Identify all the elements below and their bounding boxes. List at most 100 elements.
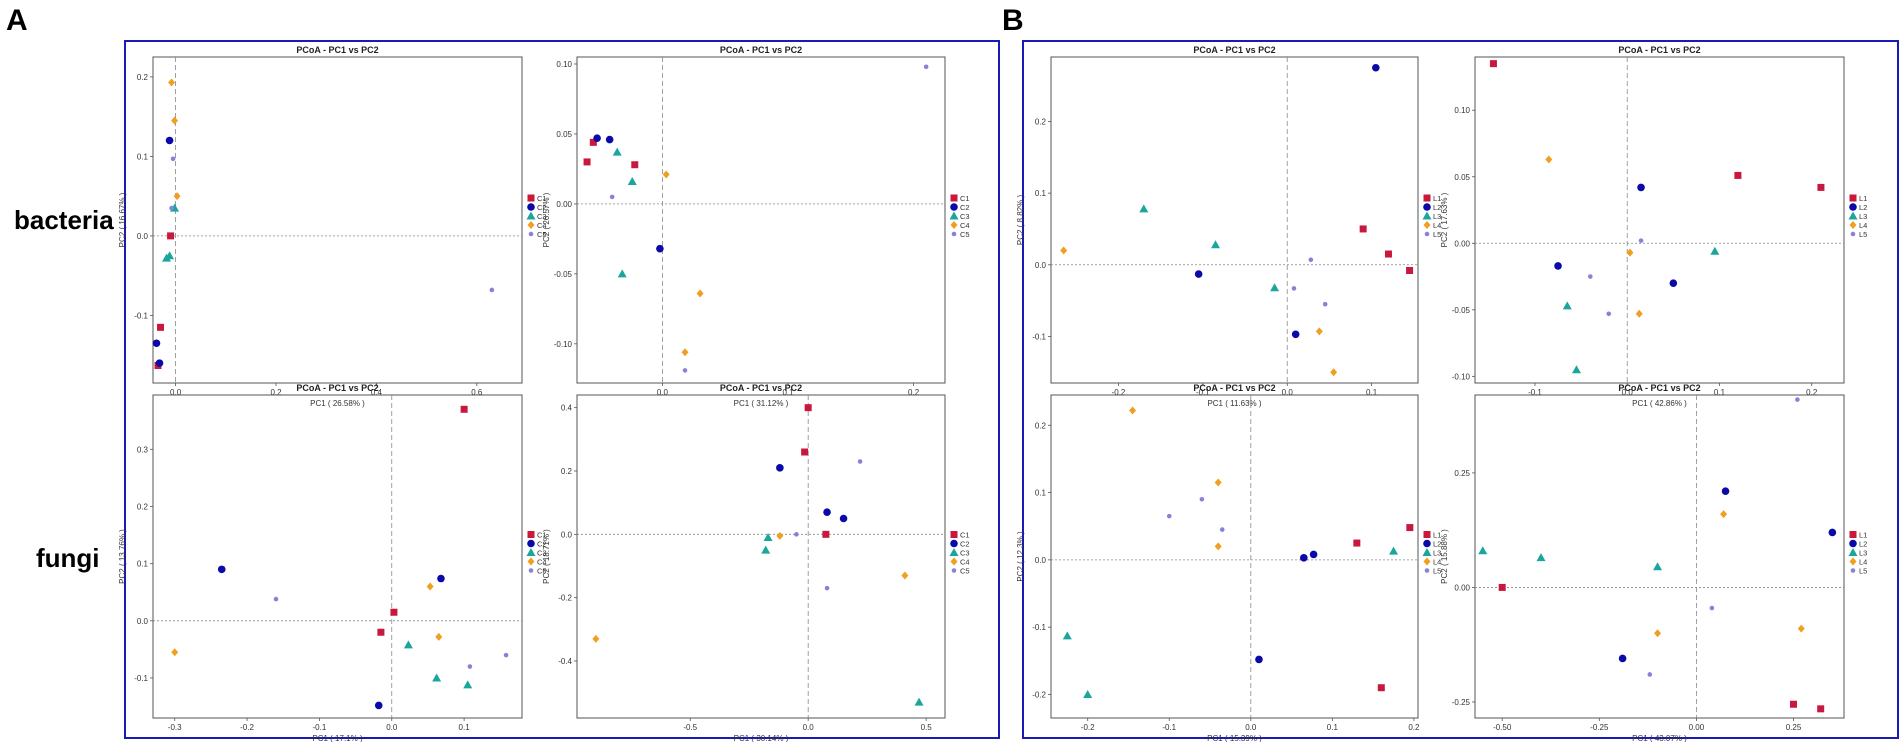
data-point-l1 — [1817, 183, 1825, 191]
data-point-l5 — [1606, 311, 1612, 317]
x-axis-label: PC1 ( 26.58% ) — [310, 399, 365, 408]
legend-marker — [528, 231, 534, 237]
data-point-c3 — [165, 251, 175, 260]
data-point-c2 — [165, 136, 174, 145]
x-tick-label: 0.25 — [1786, 723, 1802, 732]
data-point-l3 — [1478, 546, 1488, 555]
x-tick-label: -0.2 — [1081, 723, 1095, 732]
data-point-c3 — [763, 533, 773, 541]
pcoa-chart-2: PCoA - PC1 vs PC2 0.0 0.1 0.2 -0.10 -0.05 0.00… — [542, 45, 970, 408]
legend-label: L1 — [1433, 194, 1441, 203]
x-tick-label: 0.0 — [1245, 723, 1257, 732]
x-tick-label: 0.2 — [270, 388, 282, 397]
data-point-c1 — [801, 448, 809, 456]
legend-marker — [1423, 557, 1431, 566]
data-point-c4 — [173, 192, 181, 201]
y-tick-label: 0.00 — [556, 200, 572, 209]
y-tick-label: 0.2 — [1035, 117, 1047, 126]
legend-marker — [526, 548, 536, 556]
data-point-c3 — [914, 697, 924, 706]
data-point-l2 — [1721, 487, 1730, 496]
legend-label: C2 — [960, 203, 970, 212]
y-tick-label: 0.1 — [1035, 189, 1047, 198]
data-point-c5 — [857, 459, 863, 464]
data-point-c3 — [432, 673, 442, 682]
x-tick-label: 0.0 — [170, 388, 182, 397]
plot-frame — [152, 56, 523, 384]
data-point-c2 — [776, 464, 784, 472]
y-tick-label: 0.0 — [1035, 261, 1047, 270]
data-point-l3 — [1653, 562, 1663, 571]
data-point-c4 — [426, 582, 434, 591]
data-point-l3 — [1083, 689, 1093, 698]
legend-marker — [950, 194, 958, 202]
data-point-c3 — [761, 545, 771, 554]
data-point-l4 — [1214, 478, 1222, 487]
panel-label-b: B — [1002, 4, 1024, 37]
data-point-c4 — [168, 78, 176, 87]
legend-label: C3 — [960, 549, 970, 558]
legend-label: C3 — [960, 212, 970, 221]
data-point-l4 — [1654, 629, 1662, 638]
data-point-c1 — [804, 404, 812, 412]
x-tick-label: -0.1 — [1528, 388, 1542, 397]
row-label-fungi: fungi — [36, 543, 100, 573]
data-point-c4 — [435, 632, 443, 641]
legend-label: L1 — [1859, 194, 1867, 203]
data-point-c3 — [612, 147, 622, 156]
data-point-l2 — [1637, 183, 1645, 192]
data-point-c1 — [460, 405, 468, 413]
data-point-c5 — [170, 156, 176, 162]
legend-label: C3 — [537, 212, 547, 221]
legend-marker — [1848, 548, 1858, 556]
legend-label: C5 — [960, 567, 970, 576]
data-point-l2 — [1554, 262, 1562, 270]
x-tick-label: -0.50 — [1493, 723, 1512, 732]
data-point-l3 — [1562, 301, 1572, 310]
legend-marker — [1848, 211, 1858, 220]
y-tick-label: -0.1 — [134, 311, 148, 320]
chart-title: PCoA - PC1 vs PC2 — [720, 383, 802, 393]
data-point-l3 — [1389, 546, 1399, 555]
data-point-l2 — [1300, 554, 1308, 562]
legend-label: L4 — [1859, 221, 1867, 230]
legend-marker — [526, 211, 536, 220]
legend-marker — [950, 557, 958, 566]
y-tick-label: 0.0 — [1035, 556, 1047, 565]
legend-marker — [949, 211, 959, 220]
data-point-l5 — [1795, 397, 1800, 402]
data-point-l4 — [1060, 246, 1068, 255]
legend-marker — [1423, 194, 1431, 202]
data-point-l1 — [1734, 171, 1742, 179]
data-point-l5 — [1322, 301, 1328, 307]
data-point-l4 — [1797, 624, 1805, 633]
data-point-c5 — [273, 596, 279, 602]
x-tick-label: 0.0 — [803, 723, 815, 732]
data-point-l4 — [1330, 368, 1338, 377]
legend-label: L4 — [1859, 558, 1867, 567]
data-point-l4 — [1545, 155, 1553, 164]
data-point-c5 — [169, 205, 174, 211]
x-tick-label: 0.1 — [1366, 388, 1378, 397]
x-tick-label: 0.5 — [921, 723, 933, 732]
legend-marker — [951, 568, 957, 573]
data-point-c2 — [823, 508, 831, 516]
legend-marker — [527, 557, 535, 566]
y-tick-label: 0.10 — [556, 60, 572, 69]
legend-label: C5 — [960, 230, 970, 239]
x-tick-label: 0.1 — [459, 723, 471, 732]
y-tick-label: 0.2 — [1035, 421, 1047, 430]
pcoa-chart-3: PCoA - PC1 vs PC2 -0.3 -0.2 -0.1 0.0 0.1 -0.1 0… — [118, 383, 547, 742]
y-axis-label: PC2 ( 12.3% ) — [1016, 531, 1025, 582]
y-tick-label: -0.10 — [554, 340, 573, 349]
data-point-l1 — [1406, 267, 1414, 275]
data-point-c1 — [583, 158, 591, 166]
data-point-c1 — [390, 608, 398, 616]
legend-marker — [950, 531, 958, 538]
y-axis-label: PC2 ( 17.63% ) — [1440, 192, 1449, 247]
data-point-c4 — [681, 348, 689, 357]
legend-marker — [527, 531, 535, 538]
legend-marker — [1850, 568, 1856, 573]
data-point-c3 — [403, 640, 413, 649]
data-point-l4 — [1315, 327, 1323, 336]
